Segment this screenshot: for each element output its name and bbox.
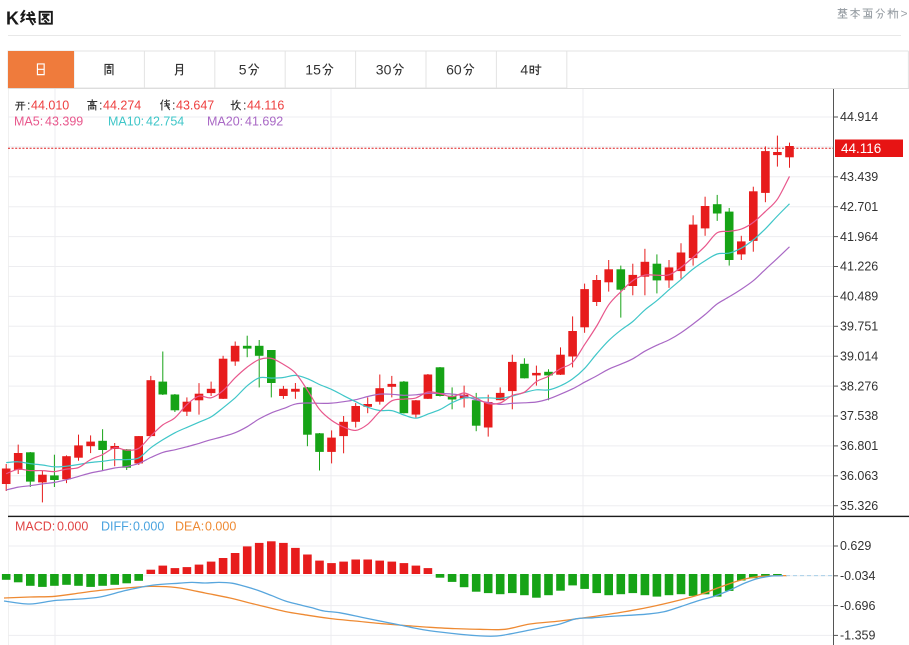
svg-text:44.914: 44.914 [840,110,878,124]
svg-text:44.010: 44.010 [31,99,69,113]
svg-text:0.000: 0.000 [133,520,164,534]
svg-text:37.538: 37.538 [840,409,878,423]
svg-text:5: 5 [239,62,247,78]
svg-text::: : [243,99,246,113]
svg-text:43.647: 43.647 [176,99,214,113]
svg-text:41.964: 41.964 [840,230,878,244]
svg-text:60: 60 [446,62,462,78]
svg-text:39.751: 39.751 [840,320,878,334]
svg-text:41.226: 41.226 [840,260,878,274]
svg-text:36.801: 36.801 [840,439,878,453]
svg-text:30: 30 [376,62,392,78]
svg-text:0.629: 0.629 [840,539,871,553]
svg-text:K: K [6,9,19,29]
svg-text:44.116: 44.116 [247,99,284,113]
svg-text:38.276: 38.276 [840,379,878,393]
svg-text:40.489: 40.489 [840,290,878,304]
svg-text::: : [27,99,30,113]
svg-text::: : [172,99,175,113]
svg-text:MA10:: MA10: [108,115,144,129]
svg-text:DIFF:: DIFF: [101,520,132,534]
svg-text:44.274: 44.274 [103,99,141,113]
svg-text:MA20:: MA20: [207,115,243,129]
svg-text:15: 15 [305,62,321,78]
svg-text:-0.034: -0.034 [840,569,875,583]
svg-text:>: > [901,7,908,21]
svg-text:MA5:: MA5: [14,115,43,129]
svg-text:0.000: 0.000 [205,520,236,534]
svg-text:35.326: 35.326 [840,499,878,513]
svg-text::: : [99,99,102,113]
svg-text:0.000: 0.000 [57,520,88,534]
svg-text:43.439: 43.439 [840,170,878,184]
svg-text:-0.696: -0.696 [840,599,875,613]
svg-text:41.692: 41.692 [245,115,283,129]
svg-text:43.399: 43.399 [45,115,83,129]
svg-text:39.014: 39.014 [840,349,878,363]
svg-text:42.754: 42.754 [146,115,184,129]
svg-text:42.701: 42.701 [840,200,878,214]
svg-text:36.063: 36.063 [840,469,878,483]
svg-text:DEA:: DEA: [175,520,204,534]
svg-text:MACD:: MACD: [15,520,55,534]
svg-text:4: 4 [520,62,528,78]
svg-text:44.116: 44.116 [841,141,881,156]
svg-text:-1.359: -1.359 [840,629,875,643]
